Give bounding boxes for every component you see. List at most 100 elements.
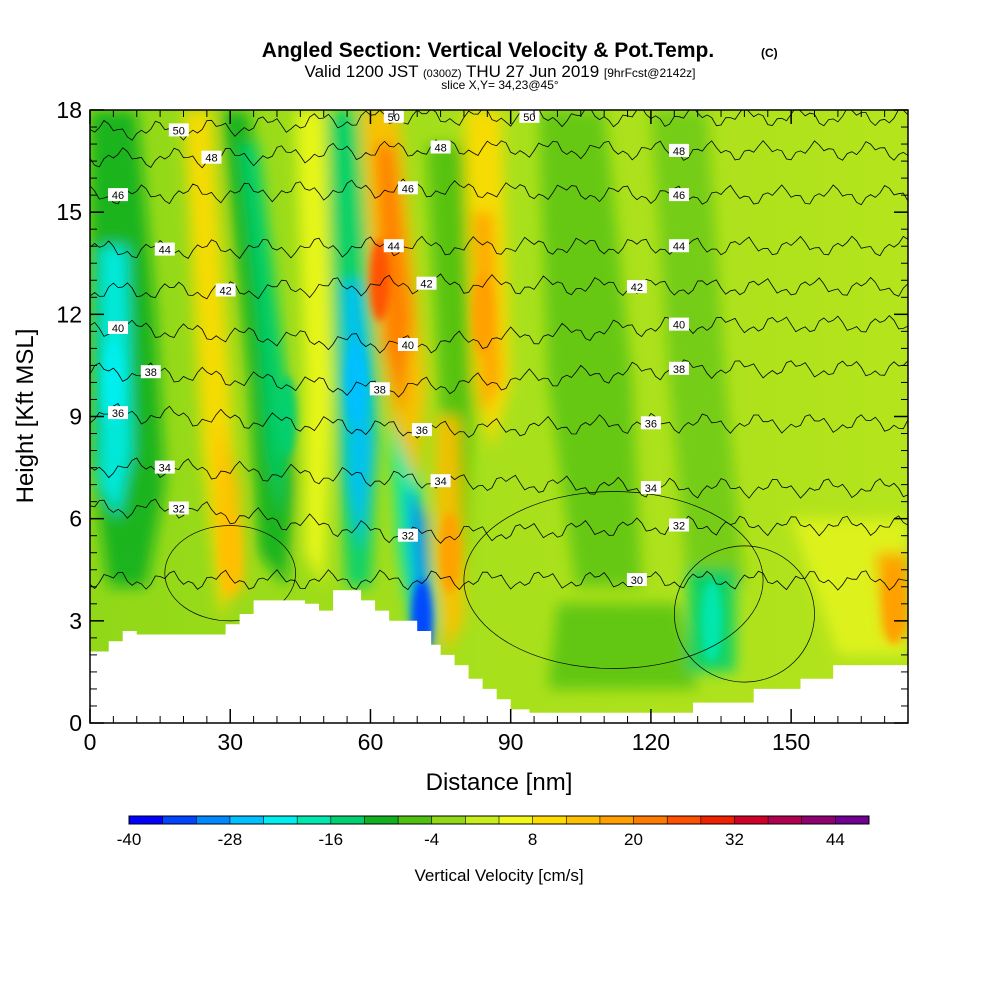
colorbar-swatch: [263, 816, 298, 824]
pot-temp-contour-closed: [463, 491, 764, 669]
x-tick-label: 90: [498, 729, 524, 755]
pot-temp-contour: [90, 110, 908, 141]
contour-label: 32: [402, 531, 414, 543]
y-tick-label: 15: [56, 199, 82, 225]
x-axis-label: Distance [nm]: [426, 769, 573, 796]
colorbar-tick-label: -40: [117, 830, 142, 849]
contour-label: 40: [402, 340, 414, 352]
vv-feature: [219, 511, 241, 594]
contour-label: 42: [631, 282, 643, 294]
contour-label-bg: [669, 518, 689, 532]
contour-label: 30: [631, 575, 643, 587]
contour-label-bg: [108, 406, 128, 420]
contour-label-bg: [669, 188, 689, 202]
colorbar: -40 -28 -16 -4 8 20 32 44: [117, 815, 870, 849]
x-tick-label: 60: [358, 729, 384, 755]
slice-info: slice X,Y= 34,23@45°: [441, 78, 559, 92]
contour-label: 42: [219, 286, 231, 298]
pot-temp-contour: [90, 569, 908, 591]
chart-subtitle: Valid 1200 JST (0300Z) THU 27 Jun 2019 […: [305, 62, 696, 81]
colorbar-swatch: [633, 816, 668, 824]
contour-label-bg: [626, 573, 647, 586]
colorbar-swatch: [599, 816, 634, 824]
contour-label-bg: [640, 481, 661, 494]
contour-label: 32: [173, 504, 185, 516]
contour-label: 46: [402, 183, 414, 195]
y-axis-label: Height [Kft MSL]: [12, 329, 39, 504]
pot-temp-contour: [90, 359, 908, 398]
contour-label-bg: [369, 382, 390, 396]
contour-label: 48: [205, 153, 217, 165]
vv-feature: [883, 562, 905, 645]
y-tick-label: 12: [56, 301, 82, 327]
colorbar-tick-label: -4: [424, 830, 439, 849]
chart-title: Angled Section: Vertical Velocity & Pot.…: [262, 39, 714, 62]
contour-label-bg: [154, 242, 175, 256]
contour-label: 40: [112, 323, 124, 335]
colorbar-swatch: [499, 816, 534, 824]
pot-temp-contour: [90, 178, 908, 206]
vertical-velocity-field: [90, 110, 908, 689]
contour-label-bg: [411, 423, 432, 437]
colorbar-swatch: [465, 816, 500, 824]
contour-label-bg: [168, 501, 189, 515]
colorbar-tick-label: 20: [624, 830, 643, 849]
contour-label: 46: [112, 190, 124, 202]
colorbar-label: Vertical Velocity [cm/s]: [414, 866, 583, 885]
vv-feature: [701, 579, 722, 662]
y-tick-label: 3: [69, 608, 82, 634]
pot-temp-contour: [90, 139, 908, 169]
pot-temp-contour-labels: 50 50 50 48 48 48 46 46 46 44 44 44 42 42 42 40 40 40 38 38…: [108, 110, 689, 587]
contour-label: 40: [673, 320, 685, 332]
contour-label: 42: [420, 279, 432, 291]
contour-label-bg: [108, 188, 128, 202]
pot-temp-contour: [90, 235, 908, 259]
contour-label-bg: [108, 321, 128, 334]
colorbar-tick-label: 44: [826, 830, 845, 849]
y-tick-label: 0: [69, 710, 82, 736]
x-tick-label: 30: [217, 729, 243, 755]
colorbar-swatch: [700, 816, 735, 824]
vv-shading: [90, 110, 908, 689]
vv-feature: [276, 375, 297, 458]
colorbar-swatch: [566, 816, 601, 824]
contour-label: 36: [645, 418, 657, 430]
contour-label: 34: [645, 483, 657, 495]
colorbar-swatch: [532, 816, 567, 824]
contour-label: 44: [159, 245, 171, 257]
contour-label-bg: [416, 276, 437, 290]
contour-label-bg: [140, 365, 161, 379]
x-tick-label: 120: [632, 729, 670, 755]
contour-label-bg: [430, 140, 451, 154]
contour-label: 36: [416, 425, 428, 437]
colorbar-swatch: [196, 816, 231, 824]
valid-date: THU 27 Jun 2019: [466, 62, 599, 81]
contour-label: 32: [673, 521, 685, 533]
contour-label-bg: [383, 239, 404, 253]
y-tick-label: 9: [69, 404, 82, 430]
vv-band: [538, 110, 642, 587]
plot-area: 50 50 50 48 48 48 46 46 46 44 44 44 42 42 42 40 40 40 38 38…: [90, 110, 908, 723]
contour-label: 38: [374, 384, 386, 396]
vv-feature: [472, 273, 493, 356]
contour-label-bg: [397, 338, 418, 351]
vv-feature: [439, 511, 461, 594]
vv-band: [650, 110, 745, 587]
colorbar-tick-label: -28: [218, 830, 243, 849]
contour-label: 48: [673, 146, 685, 158]
forecast-run: [9hrFcst@2142z]: [604, 66, 696, 80]
contour-label: 48: [434, 143, 446, 155]
pot-temp-contour: [90, 402, 908, 439]
vv-feature: [369, 239, 391, 322]
contour-label-bg: [215, 283, 236, 297]
contour-label-bg: [430, 474, 451, 488]
contour-label: 50: [523, 112, 535, 124]
colorbar-swatch: [667, 816, 702, 824]
pot-temp-contour: [90, 498, 908, 544]
colorbar-tick-label: 8: [528, 830, 537, 849]
y-tick-label: 6: [69, 506, 82, 532]
colorbar-swatch: [330, 816, 365, 824]
contour-label: 38: [673, 364, 685, 376]
pot-temp-contour-closed: [673, 545, 815, 683]
